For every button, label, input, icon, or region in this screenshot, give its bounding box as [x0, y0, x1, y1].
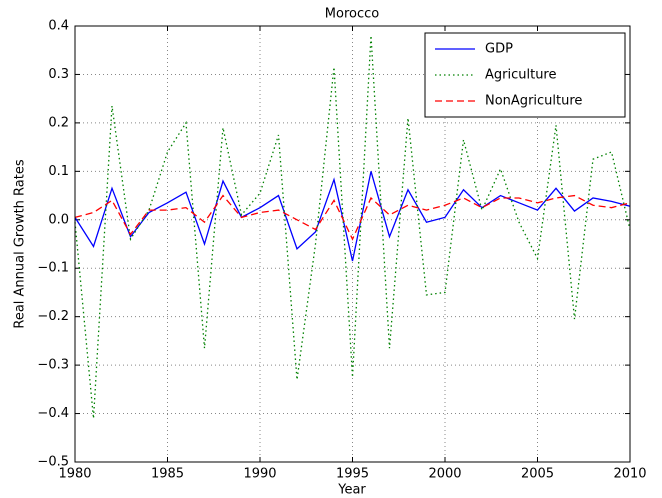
data-line: [74, 35, 631, 419]
x-tick-label: 1995: [336, 467, 369, 482]
y-tick-label: −0.1: [37, 261, 69, 276]
x-tick-label: 2000: [428, 467, 461, 482]
x-tick-label: 1980: [58, 467, 91, 482]
y-tick-label: 0.3: [48, 67, 69, 82]
y-tick-label: 0.4: [48, 19, 69, 34]
y-tick-label: −0.2: [37, 309, 69, 324]
y-tick-label: 0.0: [48, 212, 69, 227]
x-tick-label: 1990: [243, 467, 276, 482]
x-tick-label: 1985: [151, 467, 184, 482]
y-tick-label: −0.4: [37, 406, 69, 421]
chart-title: Morocco: [325, 7, 379, 22]
plot-frame: [74, 25, 631, 463]
y-tick-label: −0.3: [37, 358, 69, 373]
legend: GDP Agriculture NonAgriculture: [424, 32, 626, 118]
legend-box: [424, 32, 626, 118]
legend-label: GDP: [485, 42, 513, 57]
y-tick-label: −0.5: [37, 455, 69, 470]
x-axis-label: Year: [337, 483, 366, 498]
y-axis-label: Real Annual Growth Rates: [13, 159, 28, 328]
x-tick-label: 2010: [613, 467, 646, 482]
legend-label: Agriculture: [485, 68, 557, 83]
data-line: [74, 194, 631, 241]
x-tick-label: 2005: [521, 467, 554, 482]
y-tick-label: 0.1: [48, 164, 69, 179]
data-line: [74, 171, 631, 262]
legend-label: NonAgriculture: [485, 94, 582, 109]
y-tick-label: 0.2: [48, 115, 69, 130]
